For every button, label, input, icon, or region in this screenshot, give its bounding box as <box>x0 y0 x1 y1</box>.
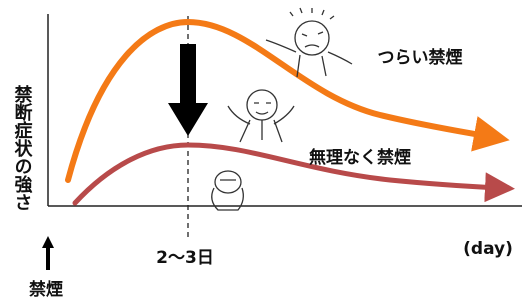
easy-curve <box>75 145 500 203</box>
diagram: つらい禁煙 無理なく禁煙 禁断症状の強さ 2〜3日 (day) 禁煙 <box>0 0 525 304</box>
x-unit: (day) <box>463 239 513 259</box>
illustration-calm <box>228 90 294 142</box>
illustration-hands <box>212 171 244 210</box>
start-arrow <box>42 236 54 270</box>
illustration-distressed <box>266 8 352 77</box>
y-axis-label: 禁断症状の強さ <box>12 84 33 211</box>
curve-label: つらい禁煙 <box>378 47 463 68</box>
x-marker-label: 2〜3日 <box>156 248 214 268</box>
curve-label: 無理なく禁煙 <box>309 147 411 168</box>
down-arrow <box>168 44 208 136</box>
start-label: 禁煙 <box>29 279 63 300</box>
